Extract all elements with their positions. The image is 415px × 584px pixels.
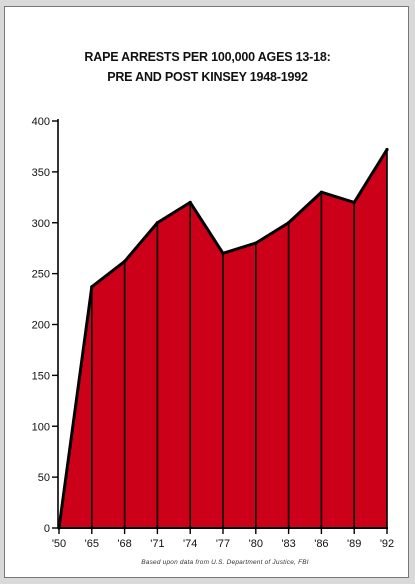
plot-area	[57, 147, 389, 530]
x-tick-label-74: '74	[183, 538, 197, 550]
x-tick-label-92: '92	[380, 538, 394, 550]
data-point-92	[385, 147, 389, 152]
y-tick-label-350: 350	[32, 167, 50, 179]
data-point-83	[287, 221, 291, 225]
x-tick-label-83: '83	[281, 538, 295, 550]
data-point-89	[352, 200, 356, 204]
x-tick-label-89: '89	[347, 538, 361, 550]
data-point-77	[221, 251, 225, 255]
x-tick-label-80: '80	[249, 538, 263, 550]
data-point-68	[123, 259, 127, 264]
y-axis: 0 50 100 150 200 250 300 350 400	[32, 116, 59, 535]
data-point-80	[254, 241, 258, 245]
chart-title-line-2: PRE AND POST KINSEY 1948-1992	[107, 70, 308, 84]
x-tick-label-50: '50	[52, 538, 66, 550]
x-tick-label-71: '71	[150, 538, 164, 550]
y-tick-label-0: 0	[44, 523, 50, 535]
chart-title-line-1: RAPE ARRESTS PER 100,000 AGES 13-18:	[84, 50, 331, 64]
source-note: Based upon data from U.S. Department of …	[141, 559, 309, 566]
data-point-65	[90, 285, 94, 289]
data-point-86	[319, 190, 323, 194]
data-point-71	[155, 221, 159, 225]
y-tick-label-50: 50	[38, 472, 50, 484]
y-tick-label-100: 100	[32, 421, 50, 433]
data-point-74	[188, 200, 192, 204]
y-tick-label-400: 400	[32, 116, 50, 128]
y-tick-label-250: 250	[32, 269, 50, 281]
y-tick-label-200: 200	[32, 320, 50, 332]
x-tick-label-68: '68	[117, 538, 131, 550]
x-axis: '50 '65 '68 '71 '74 '77 '80 '83 '86 '89 '92	[52, 527, 394, 550]
y-tick-label-300: 300	[32, 218, 50, 230]
y-tick-label-150: 150	[32, 370, 50, 382]
x-tick-label-86: '86	[314, 538, 328, 550]
x-tick-label-77: '77	[216, 538, 230, 550]
x-tick-label-65: '65	[85, 538, 99, 550]
